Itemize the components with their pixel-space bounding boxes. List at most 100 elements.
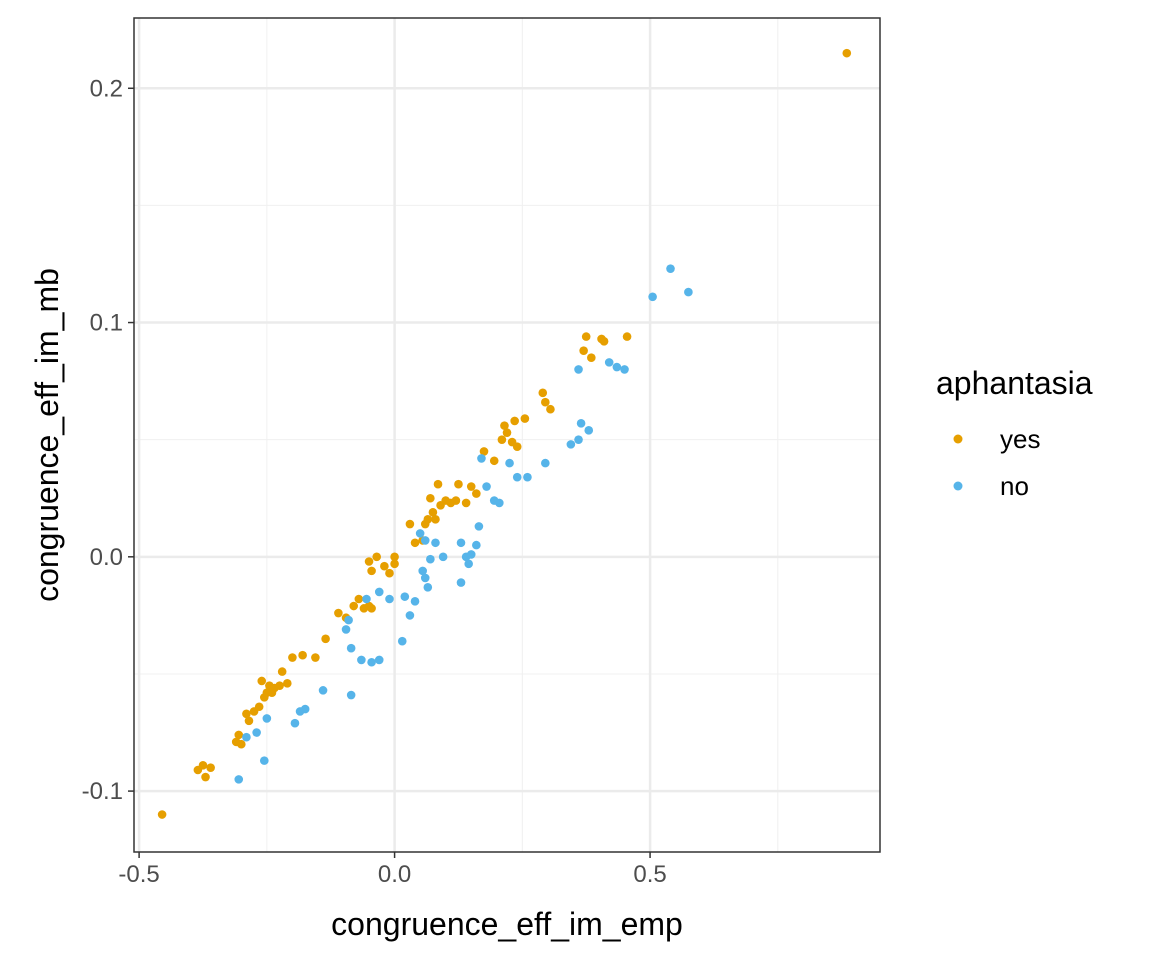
data-point-yes <box>390 559 399 569</box>
data-point-no <box>648 292 657 302</box>
legend-label-no: no <box>1000 471 1029 501</box>
data-point-no <box>418 566 427 576</box>
data-point-yes <box>275 681 284 690</box>
data-point-yes <box>497 435 507 444</box>
y-tick-label: -0.1 <box>82 778 123 805</box>
data-point-no <box>489 496 499 505</box>
data-point-yes <box>431 515 440 524</box>
data-point-no <box>346 690 356 700</box>
data-point-yes <box>237 739 246 749</box>
data-point-no <box>385 594 394 604</box>
data-point-no <box>420 573 430 583</box>
data-point-no <box>410 597 420 606</box>
data-point-no <box>262 714 272 723</box>
data-point-yes <box>288 653 297 662</box>
data-point-yes <box>277 667 287 676</box>
data-point-yes <box>254 702 264 712</box>
data-point-yes <box>206 763 215 772</box>
data-point-no <box>438 552 448 562</box>
data-point-yes <box>538 388 548 398</box>
data-point-no <box>477 454 486 463</box>
data-point-yes <box>349 601 359 611</box>
axes: -0.5 0.0 0.5 -0.1 0.0 0.1 0.2 <box>82 75 667 888</box>
x-tick-label: 0.0 <box>378 861 411 888</box>
data-point-no <box>374 587 384 597</box>
data-point-yes <box>581 332 591 341</box>
data-point-yes <box>372 552 382 562</box>
data-point-yes <box>242 709 251 719</box>
data-point-yes <box>622 332 632 341</box>
x-tick-label: 0.5 <box>633 861 666 888</box>
data-point-no <box>234 775 244 784</box>
data-points <box>157 48 852 819</box>
data-point-no <box>318 686 328 695</box>
data-point-no <box>512 472 522 482</box>
data-point-no <box>431 538 440 548</box>
data-point-no <box>666 264 675 273</box>
data-point-no <box>456 578 466 587</box>
legend-title: aphantasia <box>936 365 1093 401</box>
data-point-no <box>397 636 407 646</box>
data-point-no <box>420 536 430 545</box>
legend-key-no <box>953 481 963 491</box>
data-point-no <box>295 707 305 716</box>
data-point-no <box>346 643 356 653</box>
data-point-yes <box>479 447 489 456</box>
data-point-yes <box>454 479 463 489</box>
data-point-no <box>242 732 251 742</box>
data-point-yes <box>423 515 433 524</box>
data-point-yes <box>405 519 415 529</box>
data-point-yes <box>842 48 852 58</box>
y-axis-title: congruence_eff_im_mb <box>29 268 65 602</box>
data-point-yes <box>282 679 292 688</box>
data-point-no <box>612 362 622 372</box>
data-point-no <box>415 529 425 538</box>
data-point-no <box>574 365 583 374</box>
x-axis-title: congruence_eff_im_emp <box>331 906 683 942</box>
data-point-yes <box>334 608 343 618</box>
data-point-yes <box>489 456 499 466</box>
data-point-no <box>341 625 351 634</box>
data-point-yes <box>364 557 374 566</box>
data-point-yes <box>367 604 376 613</box>
data-point-no <box>367 657 376 667</box>
data-point-no <box>357 655 366 665</box>
data-point-no <box>604 358 614 367</box>
data-point-yes <box>520 414 530 423</box>
data-point-no <box>684 287 693 297</box>
data-point-no <box>400 592 410 601</box>
panel-border <box>133 17 881 853</box>
data-point-yes <box>157 810 167 819</box>
data-point-no <box>456 538 466 548</box>
data-point-yes <box>426 493 435 503</box>
data-point-yes <box>201 772 210 782</box>
data-point-no <box>252 728 261 737</box>
data-point-yes <box>579 346 588 355</box>
data-point-yes <box>298 650 307 660</box>
data-point-yes <box>546 404 555 414</box>
data-point-no <box>344 615 353 625</box>
legend-label-yes: yes <box>1000 424 1040 454</box>
data-point-no <box>259 756 269 765</box>
data-point-yes <box>428 508 438 517</box>
data-point-no <box>566 440 576 449</box>
data-point-yes <box>380 561 389 571</box>
data-point-yes <box>234 730 244 740</box>
data-point-no <box>426 554 435 564</box>
data-point-no <box>482 482 491 491</box>
data-point-yes <box>354 594 364 604</box>
data-point-yes <box>198 761 208 770</box>
data-point-no <box>474 522 484 531</box>
data-point-no <box>505 458 514 468</box>
data-point-yes <box>321 634 330 644</box>
data-point-yes <box>451 496 461 505</box>
data-point-yes <box>390 552 399 562</box>
legend: aphantasia yes no <box>936 365 1093 501</box>
data-point-yes <box>367 566 376 576</box>
data-point-no <box>290 718 300 728</box>
data-point-yes <box>510 416 519 426</box>
y-tick-label: 0.2 <box>90 75 123 102</box>
data-point-yes <box>410 538 420 548</box>
legend-key-yes <box>953 434 963 444</box>
